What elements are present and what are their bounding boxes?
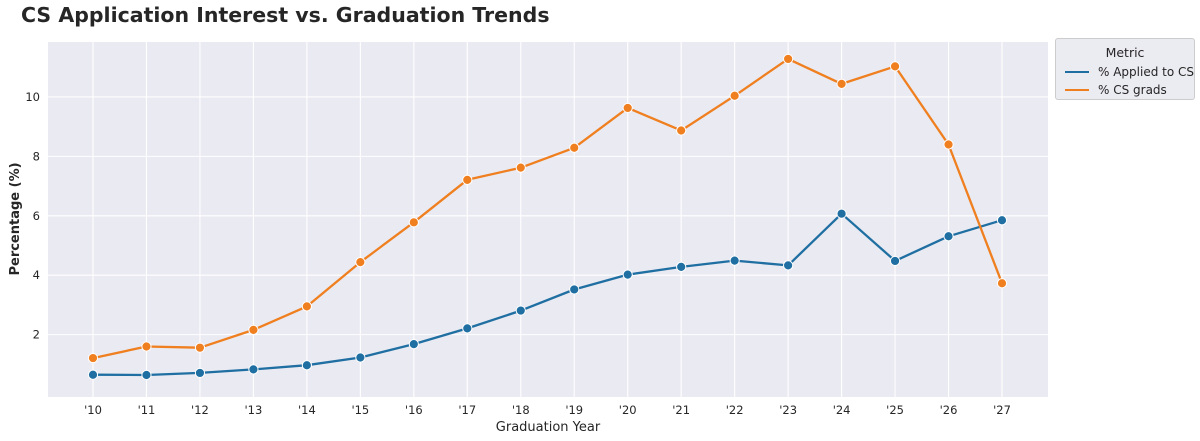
data-point	[996, 215, 1008, 226]
legend: Metric % Applied to CS % CS grads	[1055, 38, 1195, 100]
data-point	[889, 255, 901, 267]
legend-title: Metric	[1105, 45, 1145, 60]
series-line-0	[92, 212, 1003, 377]
data-point	[676, 125, 687, 136]
data-point	[248, 364, 259, 375]
legend-item-grads: % CS grads	[1065, 82, 1167, 98]
legend-label-applied: % Applied to CS	[1098, 65, 1194, 79]
legend-label-grads: % CS grads	[1098, 83, 1167, 97]
x-tick-label: '27	[993, 403, 1011, 417]
data-point	[729, 255, 740, 266]
data-point	[729, 90, 740, 101]
y-axis-label: Percentage (%)	[8, 162, 23, 275]
data-point	[141, 369, 152, 381]
data-point	[301, 301, 312, 312]
data-point	[569, 284, 580, 295]
data-point	[408, 339, 419, 350]
x-tick-label: '19	[565, 403, 583, 417]
x-axis-label: Graduation Year	[496, 420, 601, 435]
x-tick-label: '18	[512, 403, 530, 417]
x-tick-label: '14	[298, 403, 316, 417]
x-tick-label: '10	[84, 403, 102, 417]
data-point	[836, 78, 847, 89]
data-point	[194, 367, 206, 379]
chart-title: CS Application Interest vs. Graduation T…	[21, 3, 550, 27]
x-tick-label: '11	[138, 403, 156, 417]
x-tick-label: '17	[458, 403, 476, 417]
series-line-1	[92, 57, 1004, 360]
data-point	[355, 352, 366, 363]
y-tick-label: 2	[33, 328, 40, 342]
y-tick-label: 4	[33, 268, 40, 282]
data-point	[87, 369, 99, 380]
x-tick-label: '13	[245, 403, 263, 417]
x-tick-label: '22	[726, 403, 744, 417]
series-group	[87, 53, 1008, 381]
data-point	[622, 269, 633, 280]
data-point	[515, 305, 526, 316]
x-tick-label: '21	[672, 403, 690, 417]
data-point	[87, 352, 99, 364]
x-tick-label: '23	[779, 403, 797, 417]
x-tick-label: '12	[191, 403, 209, 417]
data-point	[515, 162, 526, 173]
plot-background	[48, 42, 1048, 397]
x-tick-label: '20	[619, 403, 637, 417]
data-point	[408, 217, 419, 228]
data-point	[996, 278, 1008, 289]
x-tick-label: '15	[351, 403, 369, 417]
data-point	[462, 174, 473, 185]
y-tick-label: 10	[25, 90, 40, 104]
data-point	[569, 142, 580, 153]
data-point	[783, 53, 794, 65]
data-point	[783, 260, 794, 271]
data-point	[836, 208, 847, 219]
data-point	[676, 261, 687, 272]
data-point	[622, 102, 633, 114]
x-tick-label: '24	[833, 403, 851, 417]
data-point	[141, 341, 152, 352]
data-point	[248, 324, 259, 335]
tick-labels: '10 '11 '12 '13 '14 '15 '16 '17 '18 '19 '20 '21 '22 '…	[25, 90, 1011, 417]
x-tick-label: '16	[405, 403, 423, 417]
legend-swatch-applied	[1065, 71, 1089, 73]
x-tick-label: '26	[940, 403, 958, 417]
y-tick-label: 6	[33, 209, 40, 223]
data-point	[194, 342, 206, 353]
data-point	[889, 61, 901, 72]
data-point	[301, 360, 312, 371]
data-point	[943, 231, 954, 242]
data-point	[355, 257, 366, 268]
data-point	[943, 139, 954, 150]
x-tick-label: '25	[886, 403, 904, 417]
y-tick-label: 8	[33, 149, 40, 163]
legend-swatch-grads	[1065, 89, 1089, 91]
legend-item-applied: % Applied to CS	[1065, 64, 1194, 80]
data-point	[462, 323, 473, 334]
